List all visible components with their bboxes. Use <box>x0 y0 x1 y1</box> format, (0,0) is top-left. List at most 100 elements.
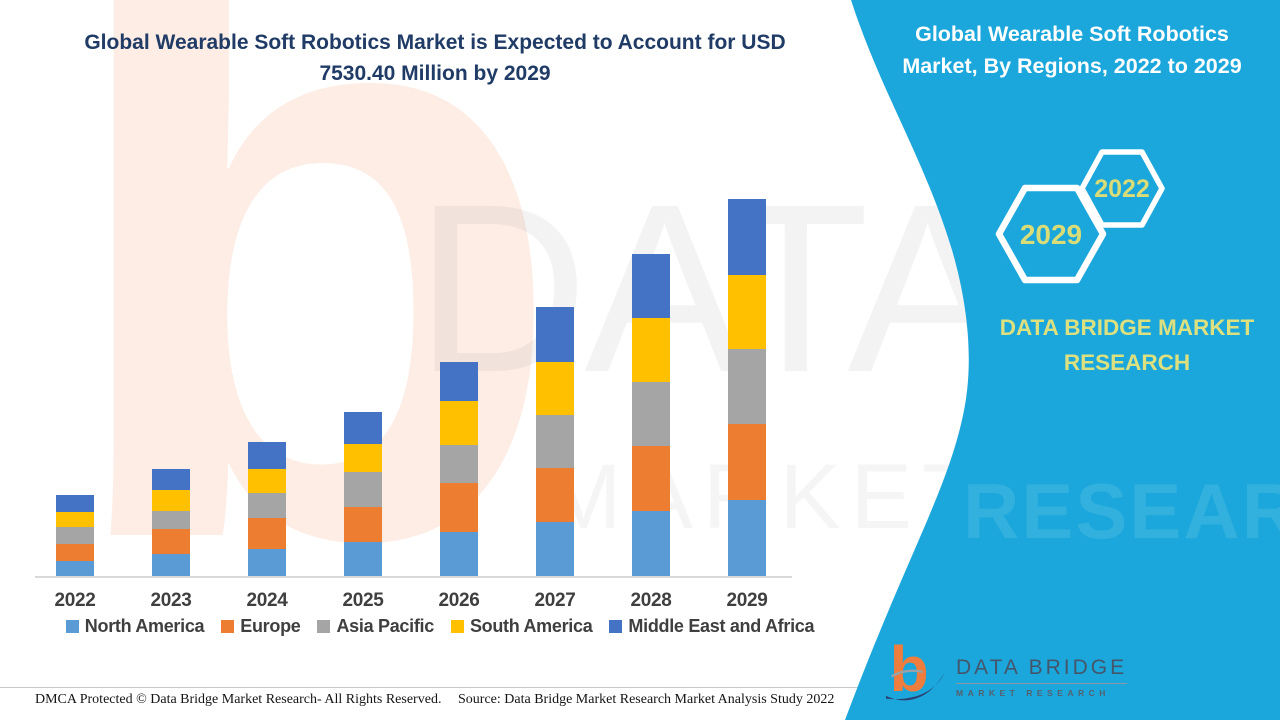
bar-2023 <box>152 468 190 576</box>
bar-segment-middle-east-and-africa <box>152 468 190 490</box>
bar-segment-asia-pacific <box>440 444 478 483</box>
bar-segment-south-america <box>56 511 94 527</box>
band-heading: Global Wearable Soft Robotics Market, By… <box>872 18 1272 82</box>
bar-segment-asia-pacific <box>536 414 574 468</box>
bar-2026 <box>440 361 478 576</box>
stacked-bar-chart: 2022 2023 2024 2025 2026 2027 2028 2029 <box>35 199 792 611</box>
logo-b-letter: b <box>890 633 929 705</box>
x-tick-2025: 2025 <box>342 590 384 611</box>
bar-segment-north-america <box>728 499 766 576</box>
bar-segment-south-america <box>344 443 382 472</box>
bar-segment-europe <box>632 445 670 511</box>
footer-source: Source: Data Bridge Market Research Mark… <box>458 692 835 707</box>
bar-segment-south-america <box>440 400 478 445</box>
hexagon-2029-label: 2029 <box>1020 219 1082 250</box>
data-bridge-logo: b DATA BRIDGE MARKET RESEARCH <box>886 630 1128 710</box>
bar-2028 <box>632 253 670 576</box>
x-tick-2026: 2026 <box>438 590 480 611</box>
legend-label: South America <box>469 616 593 636</box>
bar-2024 <box>248 441 286 576</box>
bar-segment-south-america <box>728 274 766 349</box>
bar-segment-south-america <box>632 317 670 382</box>
logo-gray-swoosh <box>890 669 923 678</box>
x-axis-line <box>35 576 792 578</box>
band-heading-line2: Market, By Regions, 2022 to 2029 <box>902 54 1242 78</box>
bar-segment-south-america <box>536 361 574 415</box>
bar-segment-north-america <box>56 560 94 576</box>
bar-segment-europe <box>248 517 286 549</box>
band-shape <box>845 0 1280 720</box>
bar-segment-europe <box>152 528 190 554</box>
bar-segment-north-america <box>536 521 574 576</box>
bar-segment-europe <box>440 482 478 532</box>
x-tick-2024: 2024 <box>246 590 288 611</box>
band-brand-line1: DATA BRIDGE MARKET <box>999 315 1255 340</box>
bar-segment-middle-east-and-africa <box>56 494 94 512</box>
bar-segment-europe <box>536 467 574 522</box>
bar-segment-europe <box>344 506 382 542</box>
legend-swatch-icon <box>317 620 331 633</box>
x-tick-2027: 2027 <box>534 590 576 611</box>
bar-2022 <box>56 494 94 576</box>
x-tick-2029: 2029 <box>726 590 768 611</box>
page-title: Global Wearable Soft Robotics Market is … <box>30 27 840 89</box>
bar-segment-middle-east-and-africa <box>248 441 286 469</box>
bar-segment-middle-east-and-africa <box>632 253 670 318</box>
hexagon-2022-label: 2022 <box>1094 175 1150 203</box>
x-tick-2023: 2023 <box>150 590 192 611</box>
page-title-line1: Global Wearable Soft Robotics Market is … <box>84 31 786 54</box>
bar-segment-middle-east-and-africa <box>440 361 478 401</box>
chart-legend: North America Europe Asia Pacific South Ame… <box>0 616 880 637</box>
bar-2029 <box>728 199 766 576</box>
legend-label: North America <box>84 616 205 636</box>
bar-segment-europe <box>56 543 94 561</box>
legend-label: Middle East and Africa <box>628 616 815 636</box>
bar-segment-north-america <box>632 510 670 576</box>
legend-swatch-icon <box>221 620 235 633</box>
band-heading-line1: Global Wearable Soft Robotics <box>915 22 1229 46</box>
bar-segment-middle-east-and-africa <box>536 306 574 362</box>
bar-2027 <box>536 306 574 576</box>
logo-subtitle: MARKET RESEARCH <box>956 688 1110 698</box>
bar-segment-north-america <box>248 548 286 576</box>
bar-segment-middle-east-and-africa <box>728 199 766 275</box>
bar-segment-north-america <box>344 541 382 576</box>
bar-segment-europe <box>728 423 766 500</box>
bar-segment-south-america <box>248 468 286 493</box>
bar-segment-middle-east-and-africa <box>344 411 382 444</box>
page-title-line2: 7530.40 Million by 2029 <box>319 62 551 85</box>
bar-segment-asia-pacific <box>728 348 766 424</box>
logo-title: DATA BRIDGE <box>956 656 1128 684</box>
x-tick-2022: 2022 <box>54 590 96 611</box>
legend-item-south-america: South America <box>450 616 593 637</box>
hexagon-2029 <box>995 184 1107 284</box>
footer-dmca: DMCA Protected © Data Bridge Market Rese… <box>35 692 442 707</box>
legend-item-north-america: North America <box>65 616 205 637</box>
bar-segment-asia-pacific <box>152 510 190 529</box>
bar-segment-asia-pacific <box>344 471 382 507</box>
bar-segment-asia-pacific <box>248 492 286 518</box>
x-tick-2028: 2028 <box>630 590 672 611</box>
legend-swatch-icon <box>609 620 623 633</box>
footer-divider <box>0 687 1280 688</box>
legend-item-middle-east-and-africa: Middle East and Africa <box>609 616 815 637</box>
bar-2025 <box>344 411 382 576</box>
legend-item-europe: Europe <box>221 616 301 637</box>
bar-segment-north-america <box>440 531 478 576</box>
bar-segment-south-america <box>152 489 190 511</box>
legend-swatch-icon <box>65 620 79 633</box>
legend-label: Asia Pacific <box>336 616 434 636</box>
legend-swatch-icon <box>450 620 464 633</box>
bar-segment-asia-pacific <box>56 526 94 544</box>
logo-text: DATA BRIDGE MARKET RESEARCH <box>956 642 1128 698</box>
legend-label: Europe <box>240 616 301 636</box>
hexagon-2022 <box>1079 149 1165 228</box>
band-brand-line2: RESEARCH <box>1063 350 1191 375</box>
logo-b-icon: b <box>886 633 945 705</box>
legend-item-asia-pacific: Asia Pacific <box>317 616 434 637</box>
bar-segment-north-america <box>152 553 190 576</box>
band-brand-text: DATA BRIDGE MARKET RESEARCH <box>952 310 1280 380</box>
bar-segment-asia-pacific <box>632 381 670 446</box>
